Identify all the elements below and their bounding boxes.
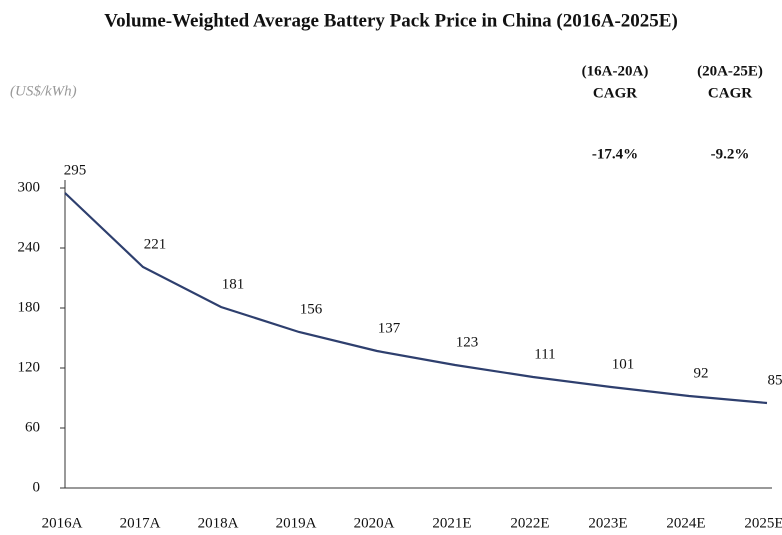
x-tick-label: 2024E — [666, 515, 705, 531]
y-tick-label: 60 — [25, 419, 40, 435]
cagr-label: CAGR — [593, 85, 637, 101]
chart-title: Volume-Weighted Average Battery Pack Pri… — [104, 10, 678, 31]
data-label: 181 — [222, 276, 245, 292]
x-tick-label: 2020A — [354, 515, 395, 531]
data-label: 137 — [378, 320, 401, 336]
data-label: 101 — [612, 356, 635, 372]
y-tick-label: 240 — [18, 239, 41, 255]
y-tick-label: 180 — [18, 299, 41, 315]
data-label: 92 — [694, 365, 709, 381]
data-label: 156 — [300, 301, 323, 317]
x-tick-label: 2023E — [588, 515, 627, 531]
y-tick-label: 0 — [33, 479, 41, 495]
unit-label: (US$/kWh) — [10, 83, 77, 99]
x-tick-label: 2016A — [42, 515, 83, 531]
cagr-label: CAGR — [708, 85, 752, 101]
cagr-period: (16A-20A) — [582, 63, 649, 79]
cagr-value: -17.4% — [592, 146, 638, 162]
data-label: 85 — [768, 372, 782, 388]
x-tick-label: 2022E — [510, 515, 549, 531]
x-tick-label: 2021E — [432, 515, 471, 531]
line — [64, 192, 768, 405]
y-tick-label: 120 — [18, 359, 41, 375]
cagr-period: (20A-25E) — [697, 63, 763, 79]
x-tick-label: 2017A — [120, 515, 161, 531]
data-label: 123 — [456, 334, 479, 350]
x-tick-label: 2019A — [276, 515, 317, 531]
data-label: 221 — [144, 236, 167, 252]
y-tick-label: 300 — [18, 179, 41, 195]
data-label: 111 — [534, 346, 555, 362]
x-tick-label: 2018A — [198, 515, 239, 531]
x-tick-label: 2025E — [744, 515, 782, 531]
cagr-value: -9.2% — [711, 146, 750, 162]
data-label: 295 — [64, 162, 87, 178]
